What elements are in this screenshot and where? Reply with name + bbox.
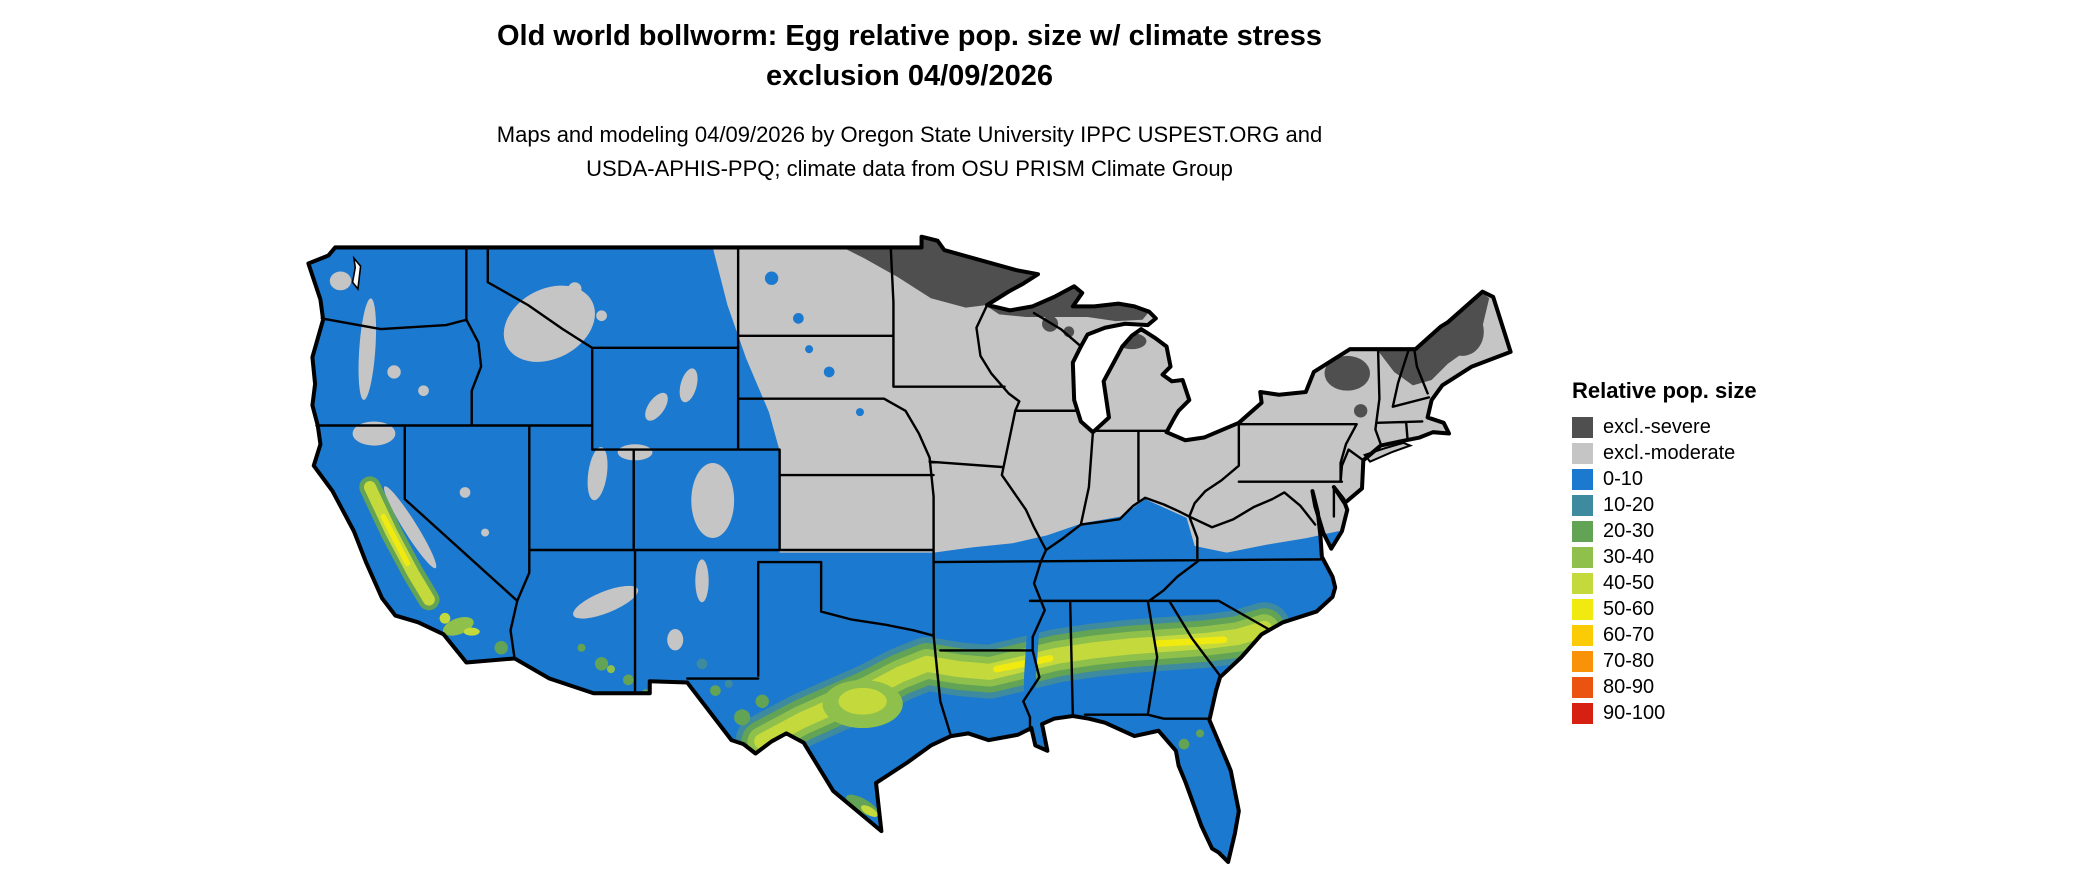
legend-item: 30-40: [1572, 544, 1832, 570]
legend-swatch: [1572, 442, 1593, 464]
puget-sound: [351, 255, 362, 291]
us-map: [300, 222, 1519, 878]
page-subtitle-line2: USDA-APHIS-PPQ; climate data from OSU PR…: [586, 156, 1233, 181]
legend-swatch: [1572, 702, 1593, 724]
legend-swatch: [1572, 650, 1593, 672]
page-title: Old world bollworm: Egg relative pop. si…: [300, 16, 1519, 96]
legend-item-label: excl.-severe: [1603, 416, 1711, 438]
legend-item: 40-50: [1572, 570, 1832, 596]
legend-swatch: [1572, 520, 1593, 542]
legend-swatch: [1572, 468, 1593, 490]
legend-item-label: 20-30: [1603, 520, 1655, 542]
legend-item: 70-80: [1572, 648, 1832, 674]
legend-swatch: [1572, 572, 1593, 594]
state-borders: [315, 246, 1431, 738]
page-title-line2: exclusion 04/09/2026: [766, 60, 1053, 92]
legend-swatch: [1572, 546, 1593, 568]
legend-item-label: 90-100: [1603, 702, 1666, 724]
legend-item-label: 80-90: [1603, 676, 1655, 698]
legend-swatch: [1572, 494, 1593, 516]
blue-speckles: [764, 271, 864, 417]
legend-item-label: excl.-moderate: [1603, 442, 1736, 464]
legend-item: 90-100: [1572, 700, 1832, 726]
legend-title: Relative pop. size: [1572, 378, 1757, 403]
page-subtitle: Maps and modeling 04/09/2026 by Oregon S…: [300, 118, 1519, 186]
legend-swatch: [1572, 598, 1593, 620]
legend-item: 80-90: [1572, 674, 1832, 700]
legend-item: 0-10: [1572, 466, 1832, 492]
legend-swatch: [1572, 624, 1593, 646]
legend-item-label: 70-80: [1603, 650, 1655, 672]
page-subtitle-line1: Maps and modeling 04/09/2026 by Oregon S…: [496, 122, 1323, 147]
legend-item-label: 50-60: [1603, 598, 1655, 620]
legend: Relative pop. size excl.-severe excl.-mo…: [1572, 378, 1832, 726]
us-map-svg: [300, 222, 1519, 878]
legend-item: excl.-moderate: [1572, 440, 1832, 466]
legend-item-label: 10-20: [1603, 494, 1655, 516]
legend-item: 10-20: [1572, 492, 1832, 518]
legend-item-label: 30-40: [1603, 546, 1655, 568]
legend-item: 60-70: [1572, 622, 1832, 648]
legend-swatch: [1572, 676, 1593, 698]
legend-item-label: 60-70: [1603, 624, 1655, 646]
legend-swatch: [1572, 416, 1593, 438]
legend-item: 20-30: [1572, 518, 1832, 544]
page-title-line1: Old world bollworm: Egg relative pop. si…: [496, 20, 1323, 52]
legend-item: excl.-severe: [1572, 414, 1832, 440]
legend-item-label: 0-10: [1603, 468, 1644, 490]
long-island: [1363, 441, 1414, 463]
legend-item: 50-60: [1572, 596, 1832, 622]
population-band: [359, 476, 1292, 817]
legend-item-label: 40-50: [1603, 572, 1655, 594]
